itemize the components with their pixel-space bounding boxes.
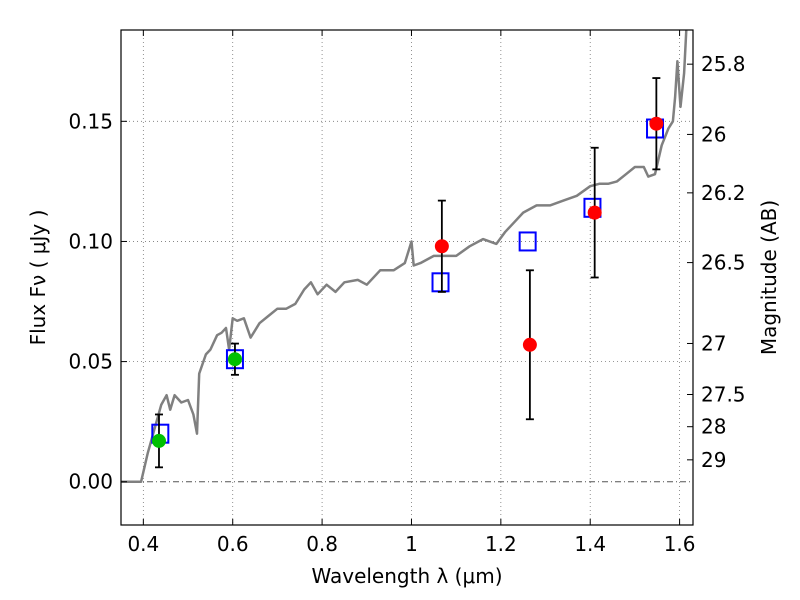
- detections-layer: [151, 116, 664, 448]
- y-axis-title: Flux Fν ( μJy ): [26, 210, 50, 346]
- x-tick-label: 0.4: [127, 532, 159, 556]
- spectrum-line: [121, 29, 688, 483]
- mag-tick-label: 27: [701, 331, 726, 355]
- y2-axis-title: Magnitude (AB): [757, 200, 781, 355]
- mag-tick-label: 26.5: [701, 251, 746, 275]
- detection-point: [522, 337, 537, 352]
- y-tick-label: 0.00: [68, 470, 113, 494]
- detection-point: [151, 433, 166, 448]
- x-tick-label: 1.2: [485, 532, 517, 556]
- x-tick-label: 0.6: [217, 532, 249, 556]
- plot-frame: [120, 29, 694, 526]
- x-tick-label: 0.8: [306, 532, 338, 556]
- mag-tick-label: 29: [701, 448, 726, 472]
- mag-tick-label: 26: [701, 122, 726, 146]
- model-square: [518, 231, 537, 252]
- y-tick-label: 0.10: [68, 229, 113, 253]
- y-tick-label: 0.05: [68, 350, 113, 374]
- detection-point: [434, 239, 449, 254]
- x-tick-label: 1.6: [664, 532, 696, 556]
- x-tick-label: 1: [405, 532, 418, 556]
- mag-tick-label: 28: [701, 415, 726, 439]
- spectrum-layer: [121, 29, 688, 483]
- model-points-layer: [151, 118, 665, 444]
- mag-tick-label: 27.5: [701, 383, 746, 407]
- mag-tick-label: 26.2: [701, 181, 746, 205]
- x-tick-label: 1.4: [574, 532, 606, 556]
- error-bars-layer: [154, 77, 661, 469]
- model-square: [431, 272, 450, 293]
- grid-lines: [121, 30, 693, 525]
- y-tick-label: 0.15: [68, 109, 113, 133]
- detection-point: [649, 116, 664, 131]
- detection-point: [227, 352, 242, 367]
- x-axis-title: Wavelength λ (μm): [311, 564, 502, 588]
- detection-point: [587, 205, 602, 220]
- ticks-layer: 0.4 0.6 0.8 1 1.2 1.4 1.6 0.00 0.05 0.10 0.15 25.8 2…: [68, 30, 746, 556]
- mag-tick-label: 25.8: [701, 52, 746, 76]
